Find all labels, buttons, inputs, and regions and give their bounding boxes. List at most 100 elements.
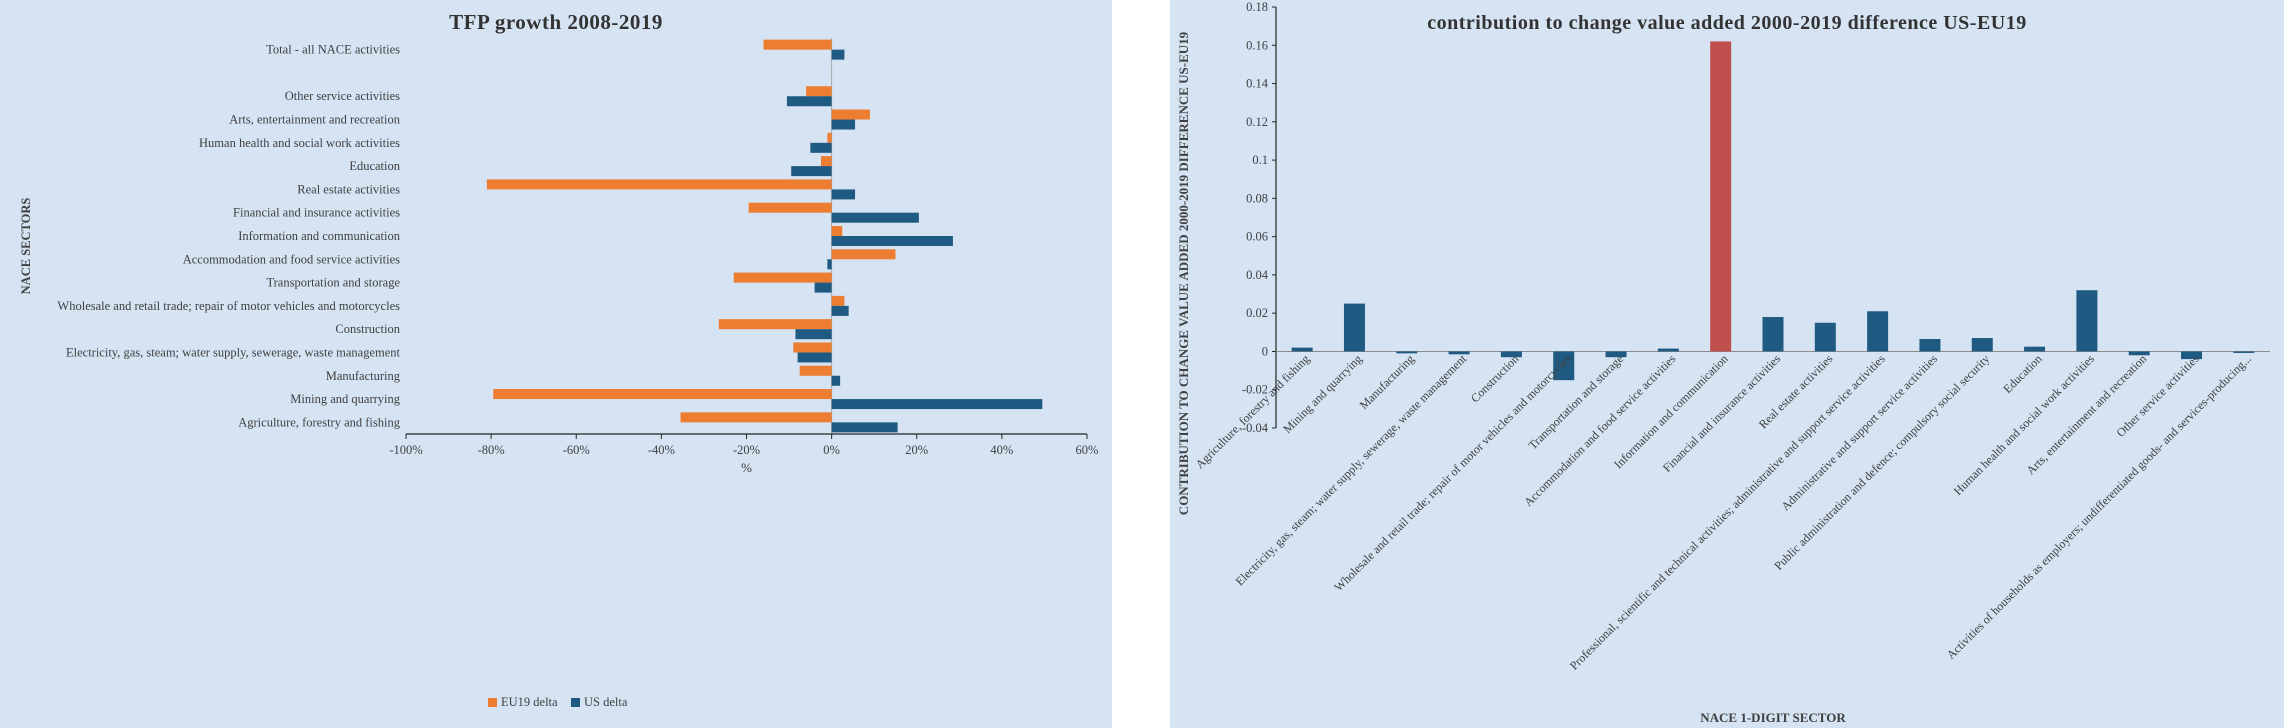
y-tick-label: 0.16 — [1246, 38, 1268, 52]
eu19-delta-bar — [831, 109, 870, 120]
category-label: Transportation and storage — [1526, 352, 1627, 453]
us-delta-bar — [831, 375, 841, 386]
sector-bar — [2181, 351, 2203, 360]
us-delta-bar — [831, 236, 953, 246]
x-tick-label: 20% — [905, 443, 928, 457]
legend-swatch-us — [571, 698, 580, 707]
contribution-chart-title: contribution to change value added 2000-… — [1427, 12, 2027, 34]
category-label: Other service activities — [285, 89, 400, 103]
y-tick-label: 0.18 — [1246, 0, 1268, 14]
tfp-chart-svg: Total - all NACE activities Other service… — [19, 38, 1099, 709]
category-label: Real estate activities — [297, 182, 400, 196]
category-label: Financial and insurance activities — [233, 206, 400, 220]
tfp-chart-panel: TFP growth 2008-2019 Total - all NACE ac… — [0, 0, 1112, 728]
sector-bar — [1500, 351, 1522, 358]
x-tick-label: 0% — [823, 443, 840, 457]
eu19-delta-bar — [733, 272, 832, 283]
eu19-delta-bar — [806, 86, 832, 97]
category-label: Education — [2000, 352, 2044, 396]
us-delta-bar — [831, 399, 1043, 410]
eu19-delta-bar — [748, 202, 832, 213]
x-tick-label: 40% — [990, 443, 1013, 457]
us-delta-bar — [831, 422, 898, 433]
y-tick-label: -0.02 — [1242, 383, 1268, 397]
eu19-delta-bar — [718, 319, 832, 330]
category-label: Human health and social work activities — [199, 136, 400, 150]
us-delta-bar — [831, 212, 919, 223]
us-delta-bar — [831, 189, 856, 200]
category-label: Wholesale and retail trade; repair of mo… — [1331, 351, 1574, 594]
eu19-delta-bar — [793, 342, 832, 353]
eu19-delta-bar — [486, 179, 832, 190]
sector-bar — [1971, 338, 1993, 352]
category-label: Accommodation and food service activitie… — [183, 252, 400, 266]
category-label: Information and communication — [238, 229, 401, 243]
eu19-delta-bar — [763, 39, 832, 50]
x-tick-label: -100% — [389, 443, 422, 457]
x-tick-label: -80% — [478, 443, 505, 457]
contribution-chart-svg: 0.18 0.16 0.14 0.12 0.1 0.08 0.06 0.04 0.02 0 -0.0… — [1176, 0, 2270, 725]
category-label: Manufacturing — [326, 369, 401, 383]
eu19-delta-bar — [831, 295, 845, 306]
sector-bar — [1814, 322, 1836, 352]
sector-bar — [1867, 311, 1889, 352]
x-tick-label: 60% — [1076, 443, 1099, 457]
x-tick-label: -40% — [648, 443, 675, 457]
category-label: Wholesale and retail trade; repair of mo… — [57, 299, 400, 313]
category-label: Construction — [335, 322, 400, 336]
sector-bar — [2024, 346, 2046, 352]
eu19-delta-bar — [820, 156, 832, 167]
us-delta-bar — [791, 166, 832, 177]
sector-bar — [2076, 290, 2098, 352]
us-delta-bar — [831, 49, 845, 60]
x-tick-label: -60% — [563, 443, 590, 457]
tfp-chart-title: TFP growth 2008-2019 — [449, 10, 663, 34]
sector-bar — [2233, 351, 2255, 353]
us-delta-bar — [786, 96, 832, 107]
contribution-chart-panel: contribution to change value added 2000-… — [1170, 0, 2284, 728]
category-label: Mining and quarrying — [290, 392, 400, 406]
y-tick-label: 0.04 — [1246, 268, 1269, 282]
us-delta-bar — [810, 142, 832, 153]
y-tick-label: 0.1 — [1252, 153, 1268, 167]
y-tick-label: 0 — [1262, 344, 1268, 358]
sector-bar — [1291, 347, 1313, 352]
sector-bar — [1553, 351, 1575, 381]
us-delta-bar — [797, 352, 832, 363]
us-delta-bar — [831, 119, 856, 130]
us-delta-bar — [795, 329, 832, 340]
y-tick-label: -0.04 — [1242, 421, 1269, 435]
category-label: Construction — [1468, 352, 1522, 406]
category-label: Total - all NACE activities — [266, 43, 400, 57]
eu19-delta-bar — [831, 249, 896, 260]
us-delta-bar — [814, 282, 832, 293]
category-label: Arts, entertainment and recreation — [229, 113, 401, 127]
x-axis-title: % — [741, 460, 752, 475]
sector-bar — [1396, 351, 1418, 354]
eu19-delta-bar — [680, 412, 832, 423]
legend-label-eu19: EU19 delta — [501, 695, 558, 709]
eu19-delta-bar — [493, 389, 832, 400]
category-label: Transportation and storage — [266, 276, 400, 290]
eu19-delta-bar — [827, 132, 832, 143]
category-label: Agriculture, forestry and fishing — [238, 415, 401, 429]
category-label: Education — [349, 159, 400, 173]
y-axis-title: CONTRIBUTION TO CHANGE VALUE ADDED 2000-… — [1176, 31, 1191, 515]
sector-bar — [1762, 317, 1784, 352]
x-tick-label: -20% — [733, 443, 760, 457]
sector-bar — [2128, 351, 2150, 356]
sector-bar — [1657, 348, 1679, 352]
y-tick-label: 0.02 — [1246, 306, 1268, 320]
x-axis-title: NACE 1-DIGIT SECTOR — [1700, 710, 1846, 725]
us-delta-bar — [831, 305, 849, 316]
category-label: Electricity, gas, steam; water supply, s… — [66, 345, 401, 359]
sector-bar — [1605, 351, 1627, 358]
sector-bar — [1343, 303, 1365, 352]
y-tick-label: 0.08 — [1246, 191, 1268, 205]
eu19-delta-bar — [831, 226, 843, 236]
y-tick-label: 0.12 — [1246, 115, 1268, 129]
eu19-delta-bar — [799, 365, 832, 376]
y-tick-label: 0.14 — [1246, 77, 1269, 91]
y-tick-label: 0.06 — [1246, 230, 1268, 244]
legend-label-us: US delta — [584, 695, 628, 709]
